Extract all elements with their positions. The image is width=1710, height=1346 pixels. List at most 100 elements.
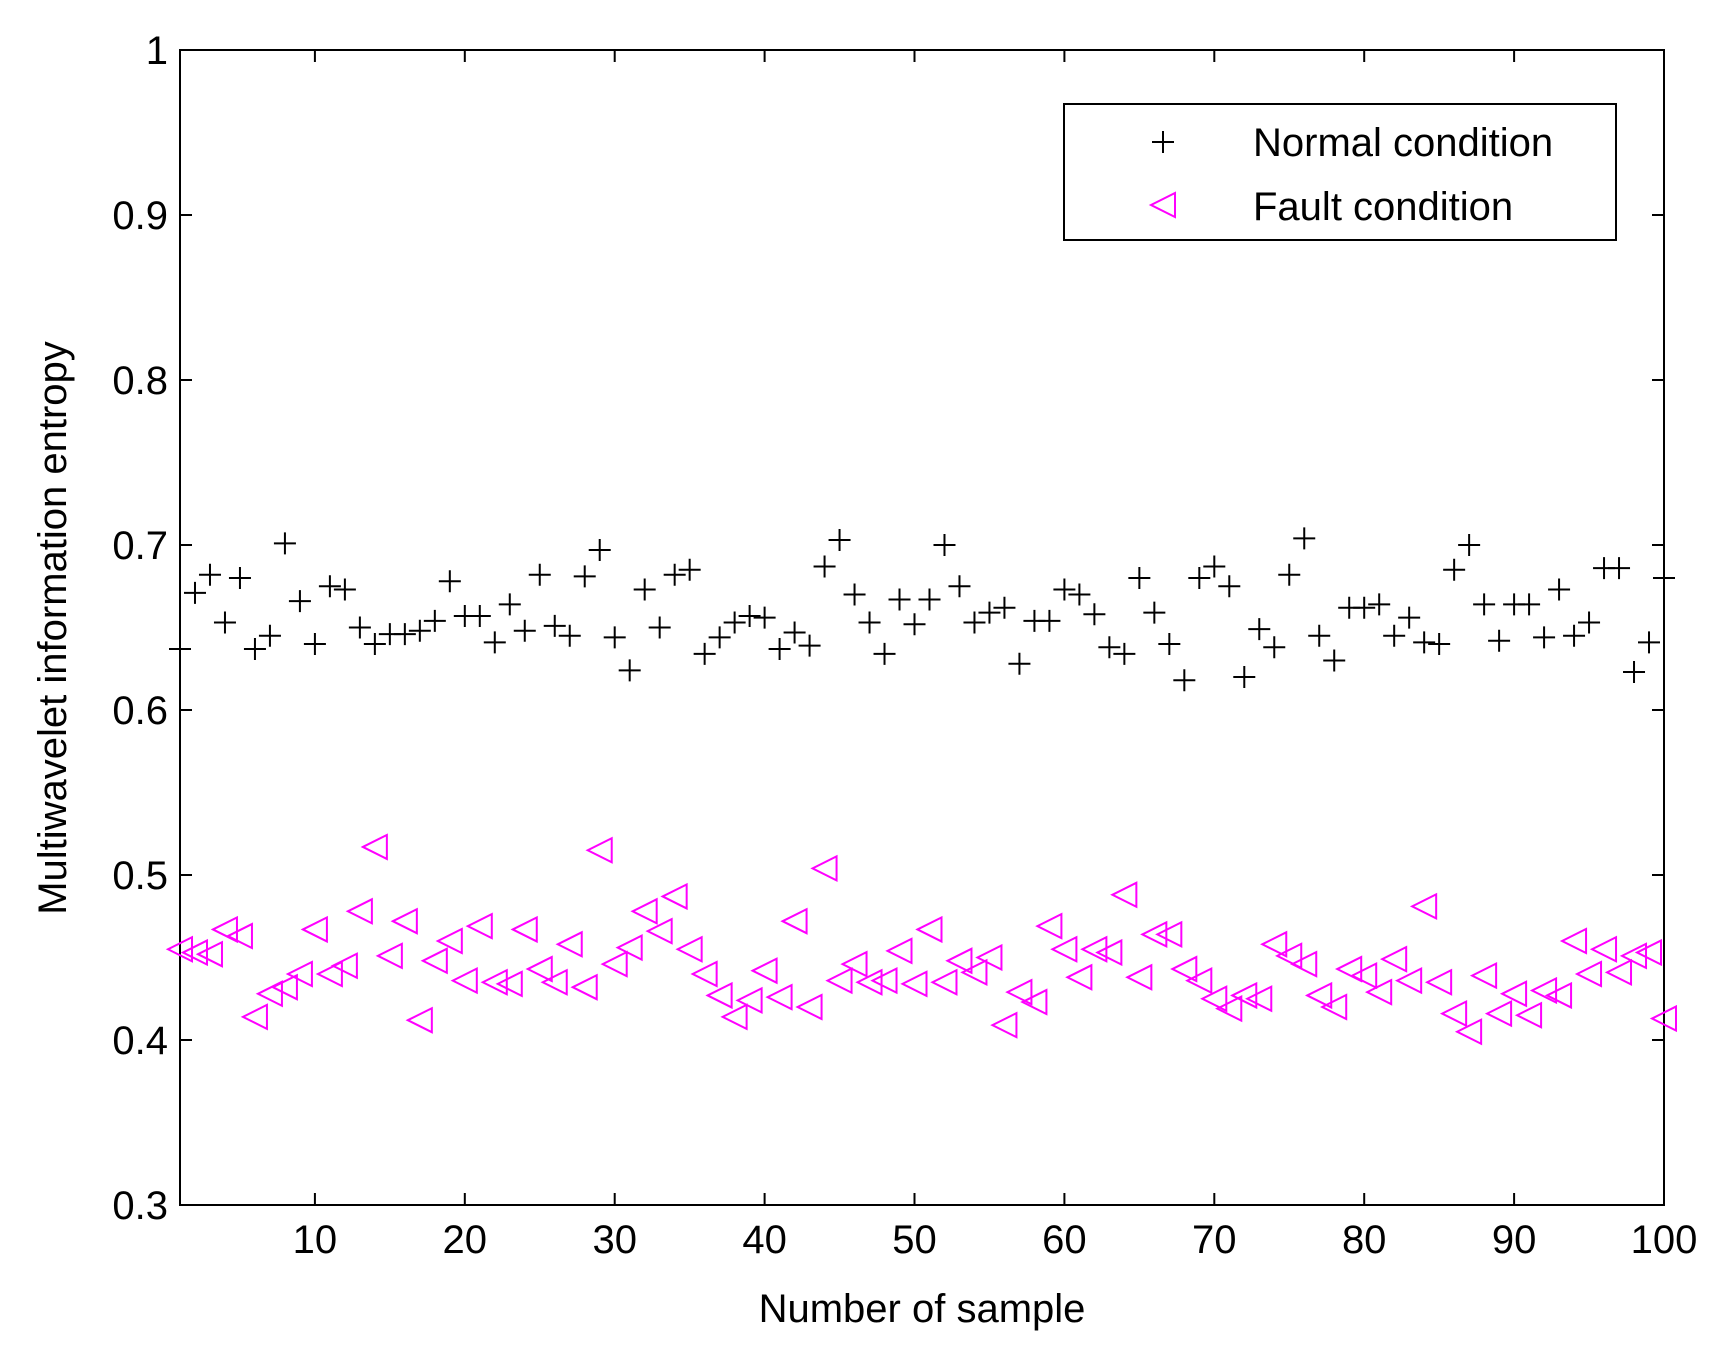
fault-point <box>1110 881 1138 909</box>
normal-point <box>483 631 506 654</box>
fault-point <box>675 935 703 963</box>
fault-point <box>780 907 808 935</box>
normal-point <box>558 624 581 647</box>
normal-point <box>1488 629 1511 652</box>
normal-point <box>1233 666 1256 688</box>
normal-point <box>348 616 371 639</box>
fault-point <box>330 952 358 980</box>
normal-point <box>1173 669 1196 692</box>
fault-point <box>765 983 793 1011</box>
fault-point <box>1275 942 1303 970</box>
normal-point <box>498 593 521 616</box>
normal-point <box>993 596 1016 619</box>
legend-marker-normal <box>1152 131 1174 153</box>
normal-point <box>1563 624 1586 647</box>
fault-point <box>255 980 283 1008</box>
fault-point <box>585 836 613 864</box>
x-tick-label: 70 <box>1192 1218 1237 1262</box>
normal-point <box>1398 606 1421 629</box>
y-tick-label: 0.3 <box>112 1184 168 1228</box>
normal-point <box>1128 567 1151 589</box>
normal-point <box>1518 593 1541 616</box>
fault-point <box>690 960 718 988</box>
fault-point <box>1574 960 1603 988</box>
normal-point <box>1188 567 1211 589</box>
normal-point <box>648 616 671 639</box>
fault-point <box>1334 955 1363 983</box>
fault-point <box>1020 988 1048 1016</box>
x-tick-label: 40 <box>742 1218 787 1262</box>
fault-point <box>1005 978 1033 1006</box>
fault-point <box>1319 993 1348 1021</box>
normal-point <box>198 563 221 586</box>
fault-point <box>885 937 913 965</box>
normal-point <box>1383 624 1406 647</box>
fault-point <box>240 1003 268 1031</box>
fault-point <box>1514 1001 1543 1029</box>
y-tick-label: 0.8 <box>112 359 168 403</box>
y-tick-label: 0.4 <box>112 1019 168 1063</box>
fault-point <box>1649 1004 1677 1033</box>
fault-point <box>1290 950 1318 978</box>
fault-point <box>1604 958 1633 986</box>
normal-point <box>1248 618 1271 641</box>
normal-point <box>1533 626 1556 649</box>
normal-point <box>918 588 941 611</box>
normal-point <box>1053 578 1076 601</box>
fault-point <box>915 915 943 944</box>
legend-label-fault: Fault condition <box>1253 185 1513 229</box>
x-tick-label: 80 <box>1342 1218 1387 1262</box>
fault-point <box>420 947 448 975</box>
fault-point <box>810 854 838 883</box>
normal-point <box>1443 558 1466 581</box>
fault-point <box>960 958 988 986</box>
fault-point <box>1170 955 1198 983</box>
fault-point <box>645 917 673 945</box>
fault-point <box>1304 981 1333 1010</box>
data-marks <box>165 527 1677 1046</box>
fault-point <box>300 915 328 944</box>
fault-point <box>600 950 628 978</box>
legend-marker-fault <box>1148 191 1176 219</box>
normal-point <box>228 567 251 589</box>
normal-point <box>1368 593 1391 616</box>
normal-point <box>243 637 266 660</box>
normal-point <box>738 604 761 627</box>
normal-point <box>1608 557 1631 580</box>
fault-point <box>165 935 193 963</box>
fault-point <box>1200 985 1228 1013</box>
normal-point <box>1083 603 1106 626</box>
fault-point <box>1364 978 1393 1006</box>
normal-point <box>1323 649 1346 672</box>
normal-point <box>303 633 326 655</box>
fault-point <box>975 943 1003 972</box>
normal-point <box>288 590 311 613</box>
y-tick-label: 1 <box>146 29 168 73</box>
x-axis-title: Number of sample <box>759 1287 1086 1331</box>
fault-point <box>1634 938 1663 967</box>
normal-point <box>513 619 536 642</box>
normal-point <box>318 575 341 598</box>
normal-point <box>753 606 776 629</box>
normal-point <box>783 621 806 644</box>
fault-point <box>840 950 868 978</box>
x-tick-label: 10 <box>293 1218 338 1262</box>
normal-point <box>1578 611 1601 634</box>
normal-point <box>768 637 791 660</box>
normal-point <box>423 609 446 632</box>
normal-point <box>273 532 296 555</box>
normal-point <box>603 626 626 649</box>
normal-point <box>1428 633 1451 655</box>
fault-point <box>525 955 553 983</box>
x-tick-label: 50 <box>892 1218 937 1262</box>
series-normal-condition <box>169 527 1675 692</box>
fault-point <box>1065 963 1093 991</box>
fault-point <box>210 915 238 944</box>
fault-point <box>1080 935 1108 963</box>
fault-point <box>900 970 928 998</box>
normal-point <box>1143 601 1166 624</box>
normal-point <box>708 626 731 649</box>
fault-point <box>705 981 733 1010</box>
normal-point <box>363 633 386 655</box>
